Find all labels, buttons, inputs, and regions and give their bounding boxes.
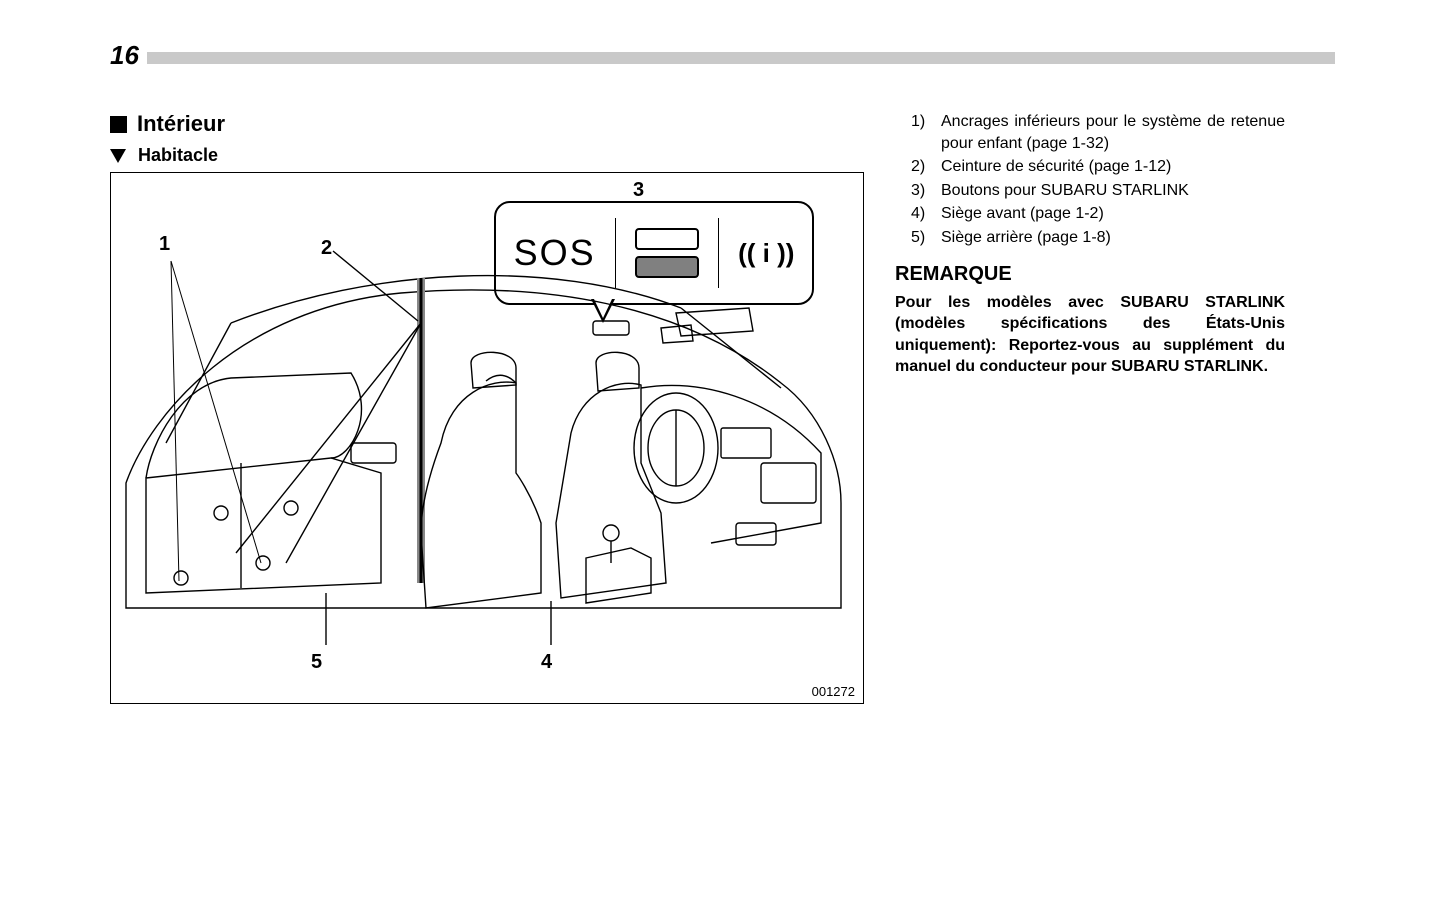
callout-label-4: 4 <box>541 651 552 674</box>
legend-list: 1) Ancrages inférieurs pour le système d… <box>895 111 1285 249</box>
legend-text: Ancrages inférieurs pour le système de r… <box>941 111 1285 154</box>
content-columns: Intérieur Habitacle 3 SOS (( i )) <box>110 111 1335 704</box>
page-header: 16 <box>110 40 1335 71</box>
legend-text: Siège arrière (page 1-8) <box>941 227 1285 249</box>
header-rule <box>147 52 1335 64</box>
callout-label-5: 5 <box>311 651 322 674</box>
legend-item: 5) Siège arrière (page 1-8) <box>911 227 1285 249</box>
legend-text: Ceinture de sécurité (page 1-12) <box>941 156 1285 178</box>
remark-body: Pour les modèles avec SUBARU STARLINK (m… <box>895 292 1285 378</box>
sub-section-title: Habitacle <box>110 145 870 166</box>
section-title: Intérieur <box>110 111 870 137</box>
figure-id: 001272 <box>812 684 855 699</box>
legend-num: 5) <box>911 227 941 249</box>
legend-item: 3) Boutons pour SUBARU STARLINK <box>911 180 1285 202</box>
page-number: 16 <box>110 40 139 71</box>
legend-num: 1) <box>911 111 941 154</box>
legend-text: Siège avant (page 1-2) <box>941 203 1285 225</box>
interior-figure: 3 SOS (( i )) 1 2 5 4 <box>110 172 864 704</box>
legend-text: Boutons pour SUBARU STARLINK <box>941 180 1285 202</box>
left-column: Intérieur Habitacle 3 SOS (( i )) <box>110 111 870 704</box>
triangle-bullet-icon <box>110 149 126 163</box>
right-column: 1) Ancrages inférieurs pour le système d… <box>895 111 1285 704</box>
legend-num: 3) <box>911 180 941 202</box>
remark-title: REMARQUE <box>895 263 1285 286</box>
vehicle-interior-sketch <box>121 213 851 653</box>
manual-page: 16 Intérieur Habitacle 3 SOS <box>0 0 1445 744</box>
legend-num: 2) <box>911 156 941 178</box>
legend-item: 1) Ancrages inférieurs pour le système d… <box>911 111 1285 154</box>
legend-item: 4) Siège avant (page 1-2) <box>911 203 1285 225</box>
callout-label-3: 3 <box>633 179 644 202</box>
section-title-text: Intérieur <box>137 111 225 137</box>
sub-section-title-text: Habitacle <box>138 145 218 166</box>
legend-item: 2) Ceinture de sécurité (page 1-12) <box>911 156 1285 178</box>
square-bullet-icon <box>110 116 127 133</box>
legend-num: 4) <box>911 203 941 225</box>
